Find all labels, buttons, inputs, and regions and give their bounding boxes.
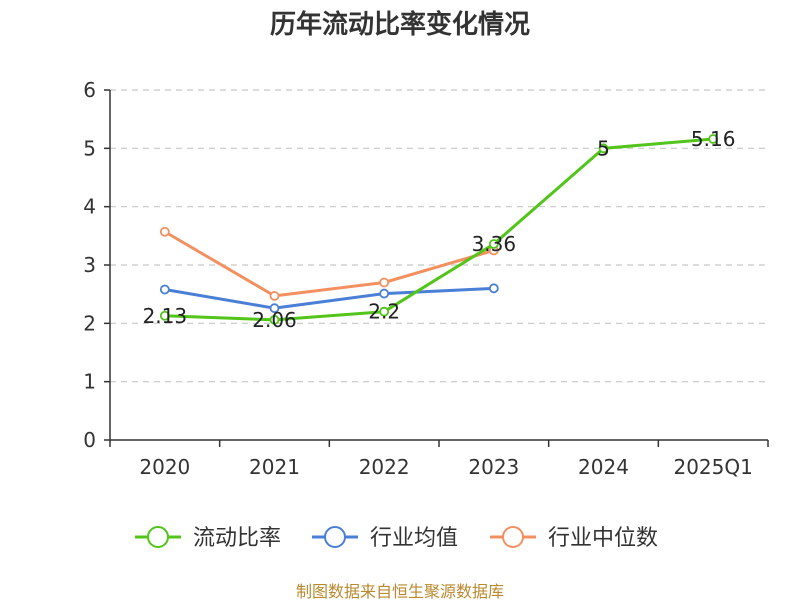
data-label-2023: 3.36 bbox=[472, 232, 517, 256]
point-s0-2023 bbox=[488, 239, 499, 249]
legend: 流动比率 行业均值 行业中位数 bbox=[135, 526, 658, 551]
point-s0-2020 bbox=[159, 310, 170, 321]
axes: 0 1 2 3 4 5 6 2020 2021 2022 2023 2024 2025Q1 bbox=[83, 78, 769, 479]
data-label-2022: 2.2 bbox=[368, 300, 400, 324]
legend-label-1: 行业均值 bbox=[370, 526, 458, 551]
series-line-1 bbox=[164, 286, 494, 310]
data-label-2021: 2.06 bbox=[252, 308, 297, 332]
x-tick-label-2024: 2024 bbox=[578, 455, 629, 479]
x-tick-label-2021: 2021 bbox=[249, 455, 300, 479]
point-s2-2022 bbox=[379, 277, 390, 288]
x-tick-label-2020: 2020 bbox=[139, 455, 190, 479]
point-s0-2022 bbox=[379, 306, 390, 317]
y-tick-label-1: 1 bbox=[83, 370, 96, 394]
data-labels: 2.13 2.06 2.2 3.36 5 5.16 bbox=[143, 127, 736, 332]
legend-swatch-marker-0 bbox=[147, 526, 169, 548]
point-s1-2021 bbox=[269, 303, 280, 314]
legend-label-0: 流动比率 bbox=[193, 526, 281, 551]
series-line-2 bbox=[164, 230, 495, 298]
data-label-2020: 2.13 bbox=[143, 304, 188, 328]
point-s0-2021 bbox=[269, 314, 280, 325]
y-tick-label-2: 2 bbox=[83, 311, 96, 335]
x-tick-label-2023: 2023 bbox=[468, 455, 519, 479]
y-tick-label-5: 5 bbox=[83, 136, 96, 160]
point-s0-2025Q1 bbox=[708, 134, 719, 144]
x-tick-label-2025Q1: 2025Q1 bbox=[673, 455, 752, 479]
point-s2-2021 bbox=[269, 291, 280, 301]
point-s2-2020 bbox=[159, 226, 170, 237]
point-s1-2023 bbox=[488, 283, 499, 294]
series-lines bbox=[159, 134, 719, 325]
source-note: 制图数据来自恒生聚源数据库 bbox=[295, 582, 504, 601]
point-s1-2020 bbox=[159, 284, 170, 295]
legend-label-2: 行业中位数 bbox=[548, 526, 658, 551]
legend-swatch-marker-2 bbox=[502, 526, 524, 548]
chart-title: 历年流动比率变化情况 bbox=[269, 10, 530, 40]
y-tick-label-4: 4 bbox=[83, 195, 96, 219]
point-s0-2024 bbox=[598, 143, 609, 154]
series-line-0 bbox=[164, 137, 714, 322]
y-tick-label-0: 0 bbox=[83, 428, 96, 452]
y-tick-label-6: 6 bbox=[83, 78, 96, 102]
point-s1-2022 bbox=[379, 288, 390, 299]
data-label-2025Q1: 5.16 bbox=[691, 127, 736, 151]
x-tick-label-2022: 2022 bbox=[359, 455, 410, 479]
data-label-2024: 5 bbox=[597, 136, 610, 160]
legend-swatch-marker-1 bbox=[324, 526, 346, 548]
gridlines bbox=[110, 89, 768, 383]
y-tick-label-3: 3 bbox=[83, 253, 96, 277]
